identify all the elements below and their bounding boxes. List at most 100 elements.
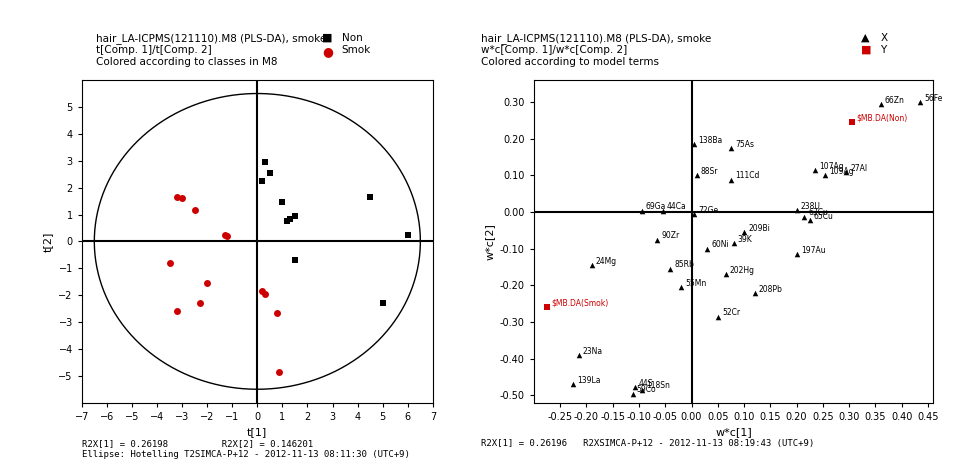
Point [255, 177, 270, 185]
Point [872, 100, 887, 108]
Point [217, 231, 233, 238]
Text: Colored according to classes in M8: Colored according to classes in M8 [96, 57, 278, 66]
Text: 24Mg: 24Mg [595, 257, 616, 266]
Point [362, 193, 378, 201]
Text: ●: ● [322, 45, 333, 58]
Point [275, 199, 290, 206]
Text: 60Ni: 60Ni [711, 240, 728, 249]
Point [654, 207, 670, 214]
Point [271, 368, 286, 375]
Text: 59Co: 59Co [636, 385, 655, 394]
Point [788, 206, 803, 214]
X-axis label: w*c[1]: w*c[1] [714, 427, 752, 437]
Text: hair_LA-ICPMS(121110).M8 (PLS-DA), smoke: hair_LA-ICPMS(121110).M8 (PLS-DA), smoke [96, 33, 326, 44]
Text: Smok: Smok [341, 45, 370, 55]
Point [723, 176, 738, 184]
Point [282, 215, 297, 222]
Text: 139La: 139La [577, 376, 601, 385]
Text: w*c[Comp. 1]/w*c[Comp. 2]: w*c[Comp. 1]/w*c[Comp. 2] [480, 45, 627, 55]
Text: 65Cu: 65Cu [813, 212, 833, 221]
Text: 202Hg: 202Hg [729, 266, 754, 275]
Text: 209Bi: 209Bi [748, 224, 769, 233]
Text: 39K: 39K [737, 235, 752, 244]
Point [649, 236, 664, 244]
Text: ■: ■ [860, 45, 871, 55]
Point [169, 308, 185, 315]
Text: ■: ■ [322, 33, 333, 43]
Point [723, 144, 738, 152]
Text: 66Zn: 66Zn [884, 96, 903, 105]
Point [174, 195, 189, 202]
Point [843, 119, 858, 126]
Text: 27Al: 27Al [850, 164, 867, 173]
Point [627, 383, 642, 391]
Point [633, 386, 649, 394]
Point [257, 158, 272, 166]
Text: $MB.DA(Non): $MB.DA(Non) [855, 114, 906, 123]
Point [219, 232, 234, 240]
Point [169, 193, 185, 201]
Text: 44Ca: 44Ca [666, 202, 686, 211]
Point [911, 98, 926, 106]
Text: 75As: 75As [734, 139, 753, 148]
Text: R2X[1] = 0.26198          R2X[2] = 0.146201: R2X[1] = 0.26198 R2X[2] = 0.146201 [82, 439, 312, 448]
Text: $MB.DA(Smok): $MB.DA(Smok) [551, 299, 607, 308]
Point [262, 169, 278, 177]
Text: Ellipse: Hotelling T2SIMCA-P+12 - 2012-11-13 08:11:30 (UTC+9): Ellipse: Hotelling T2SIMCA-P+12 - 2012-1… [82, 450, 409, 459]
Point [806, 166, 822, 174]
Point [717, 271, 732, 278]
Text: 72Ge: 72Ge [698, 205, 718, 214]
Point [709, 313, 725, 320]
Point [269, 309, 284, 317]
Text: X: X [879, 33, 886, 43]
Text: Non: Non [341, 33, 362, 43]
Point [199, 279, 214, 287]
Text: 118Sn: 118Sn [645, 382, 669, 390]
Text: hair_LA-ICPMS(121110).M8 (PLS-DA), smoke: hair_LA-ICPMS(121110).M8 (PLS-DA), smoke [480, 33, 710, 44]
Point [257, 290, 272, 298]
Point [400, 231, 415, 238]
Point [565, 381, 580, 388]
Point [688, 171, 703, 179]
Point [186, 207, 202, 214]
Point [375, 300, 390, 307]
Point [255, 287, 270, 295]
Point [625, 390, 640, 398]
Text: 69Ga: 69Ga [645, 202, 665, 211]
Text: 85Rb: 85Rb [674, 260, 694, 269]
Point [817, 171, 832, 179]
Point [280, 218, 295, 225]
Point [539, 304, 554, 311]
Text: 44S: 44S [638, 379, 653, 388]
Point [735, 228, 751, 236]
Point [673, 284, 688, 291]
Text: 23Na: 23Na [582, 347, 603, 356]
Point [801, 216, 817, 224]
Text: ▲: ▲ [860, 33, 869, 43]
Point [192, 300, 208, 307]
Point [633, 207, 649, 214]
Point [686, 140, 702, 148]
Text: R2X[1] = 0.26196   R2XSIMCA-P+12 - 2012-11-13 08:19:43 (UTC+9): R2X[1] = 0.26196 R2XSIMCA-P+12 - 2012-11… [480, 439, 813, 448]
Text: Y: Y [879, 45, 885, 55]
Point [161, 259, 177, 267]
Point [788, 251, 803, 258]
Text: 111Cd: 111Cd [734, 171, 758, 180]
Text: 55Mn: 55Mn [684, 279, 705, 288]
Point [686, 210, 702, 218]
Y-axis label: t[2]: t[2] [43, 231, 53, 252]
Text: 109Ag: 109Ag [828, 167, 853, 176]
Text: 138Ba: 138Ba [698, 136, 722, 145]
Point [662, 265, 678, 273]
Point [287, 256, 303, 264]
X-axis label: t[1]: t[1] [247, 427, 267, 437]
Point [725, 239, 740, 247]
Text: 107Ag: 107Ag [818, 162, 843, 171]
Point [287, 212, 303, 219]
Point [699, 245, 714, 252]
Text: 56Fe: 56Fe [924, 94, 942, 103]
Text: Colored according to model terms: Colored according to model terms [480, 57, 658, 66]
Text: 238U: 238U [800, 202, 820, 211]
Point [746, 290, 761, 297]
Y-axis label: w*c[2]: w*c[2] [483, 223, 494, 260]
